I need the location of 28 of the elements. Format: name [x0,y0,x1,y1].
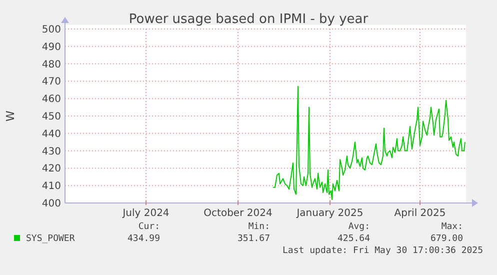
text: 351.67 [237,234,270,244]
x-tick-label: July 2024 [122,208,170,219]
y-tick-label: 460 [42,94,61,106]
y-tick-label: 490 [42,42,61,53]
text: 679.00 [430,234,463,244]
text: Avg: [348,222,370,232]
y-tick-label: 480 [42,59,61,70]
y-tick-label: 400 [42,198,61,210]
y-axis-title: W [4,110,17,122]
y-tick-label: 430 [42,146,61,158]
text: Cur: [138,222,160,232]
legend-label: SYS_POWER [26,234,76,244]
y-tick-label: 410 [42,181,61,192]
x-tick-label: October 2024 [204,208,272,219]
y-tick-label: 470 [42,76,61,88]
y-tick-label: 450 [42,112,61,122]
text: Min: [248,222,270,232]
x-tick-label: January 2025 [296,208,364,219]
text: Last update: Fri May 30 17:00:36 2025 [282,246,483,256]
text: 434.99 [127,234,160,244]
text: 425.64 [337,234,370,244]
y-tick-label: 440 [42,128,61,140]
line-series [272,86,466,200]
text: Max: [441,222,463,232]
x-tick-label: April 2025 [394,208,446,219]
y-tick-label: 500 [42,24,61,36]
chart-title: Power usage based on IPMI - by year [128,12,369,27]
y-tick-label: 420 [42,164,61,175]
